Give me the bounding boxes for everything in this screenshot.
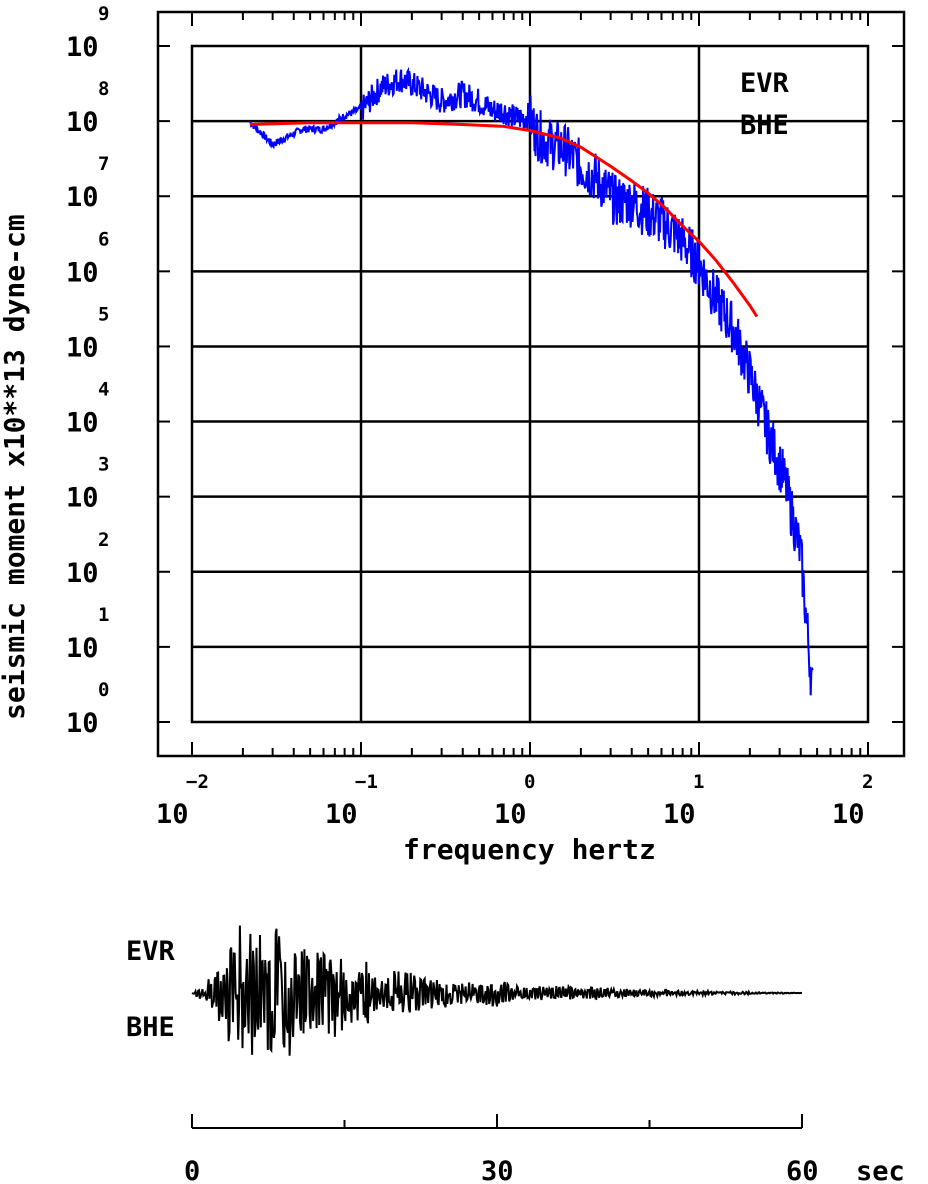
waveform-trace <box>191 925 802 1056</box>
y-tick-exponent: 8 <box>98 78 109 100</box>
x-tick-exponent: 0 <box>524 771 535 793</box>
y-tick-exponent: 6 <box>98 228 109 250</box>
y-tick-base: 10 <box>66 708 99 739</box>
grid-lines <box>192 46 868 722</box>
waveform-channel-label: BHE <box>126 1012 175 1043</box>
y-tick-exponent: 3 <box>98 454 109 476</box>
x-tick-base: 10 <box>156 799 189 830</box>
y-axis-label: seismic moment x10**13 dyne-cm <box>0 214 31 720</box>
x-tick-exponent: −2 <box>186 771 209 793</box>
y-tick-base: 10 <box>66 483 99 514</box>
model-spectrum-line <box>249 121 759 318</box>
y-tick-exponent: 0 <box>98 679 109 701</box>
y-tick-exponent: 7 <box>98 153 109 175</box>
y-tick-base: 10 <box>66 633 99 664</box>
time-tick-label: 60 <box>786 1156 819 1184</box>
x-axis-label: frequency hertz <box>403 833 656 866</box>
time-axis-ticks: 0 30 60 <box>184 1114 819 1184</box>
y-tick-base: 10 <box>66 182 99 213</box>
y-tick-base: 10 <box>66 558 99 589</box>
time-unit-label: sec <box>856 1156 905 1184</box>
y-tick-base: 10 <box>66 257 99 288</box>
waveform-station-label: EVR <box>126 936 176 967</box>
time-tick-label: 30 <box>481 1156 514 1184</box>
spectrum-series <box>249 66 814 696</box>
y-tick-labels: 1001011021031041051061071081091010 <box>66 3 109 739</box>
y-tick-exponent: 1 <box>98 604 109 626</box>
x-tick-base: 10 <box>494 799 527 830</box>
channel-annotation: BHE <box>740 110 789 141</box>
x-tick-base: 10 <box>663 799 696 830</box>
y-tick-exponent: 9 <box>98 3 109 25</box>
time-tick-label: 0 <box>184 1156 200 1184</box>
y-tick-base: 10 <box>66 32 99 63</box>
x-tick-exponent: 2 <box>862 771 873 793</box>
x-tick-exponent: 1 <box>693 771 704 793</box>
observed-spectrum-line <box>249 66 814 696</box>
y-tick-exponent: 4 <box>98 379 109 401</box>
x-tick-labels: −2 10 −1 10 0 10 1 10 2 10 <box>156 771 873 830</box>
waveform-line <box>191 925 802 1056</box>
y-tick-exponent: 5 <box>98 303 109 325</box>
minor-ticks <box>158 12 904 756</box>
y-tick-base: 10 <box>66 332 99 363</box>
x-tick-exponent: −1 <box>355 771 378 793</box>
y-tick-base: 10 <box>66 408 99 439</box>
station-annotation: EVR <box>740 68 790 99</box>
x-tick-base: 10 <box>832 799 865 830</box>
x-tick-base: 10 <box>325 799 358 830</box>
y-tick-exponent: 2 <box>98 529 109 551</box>
y-tick-base: 10 <box>66 107 99 138</box>
